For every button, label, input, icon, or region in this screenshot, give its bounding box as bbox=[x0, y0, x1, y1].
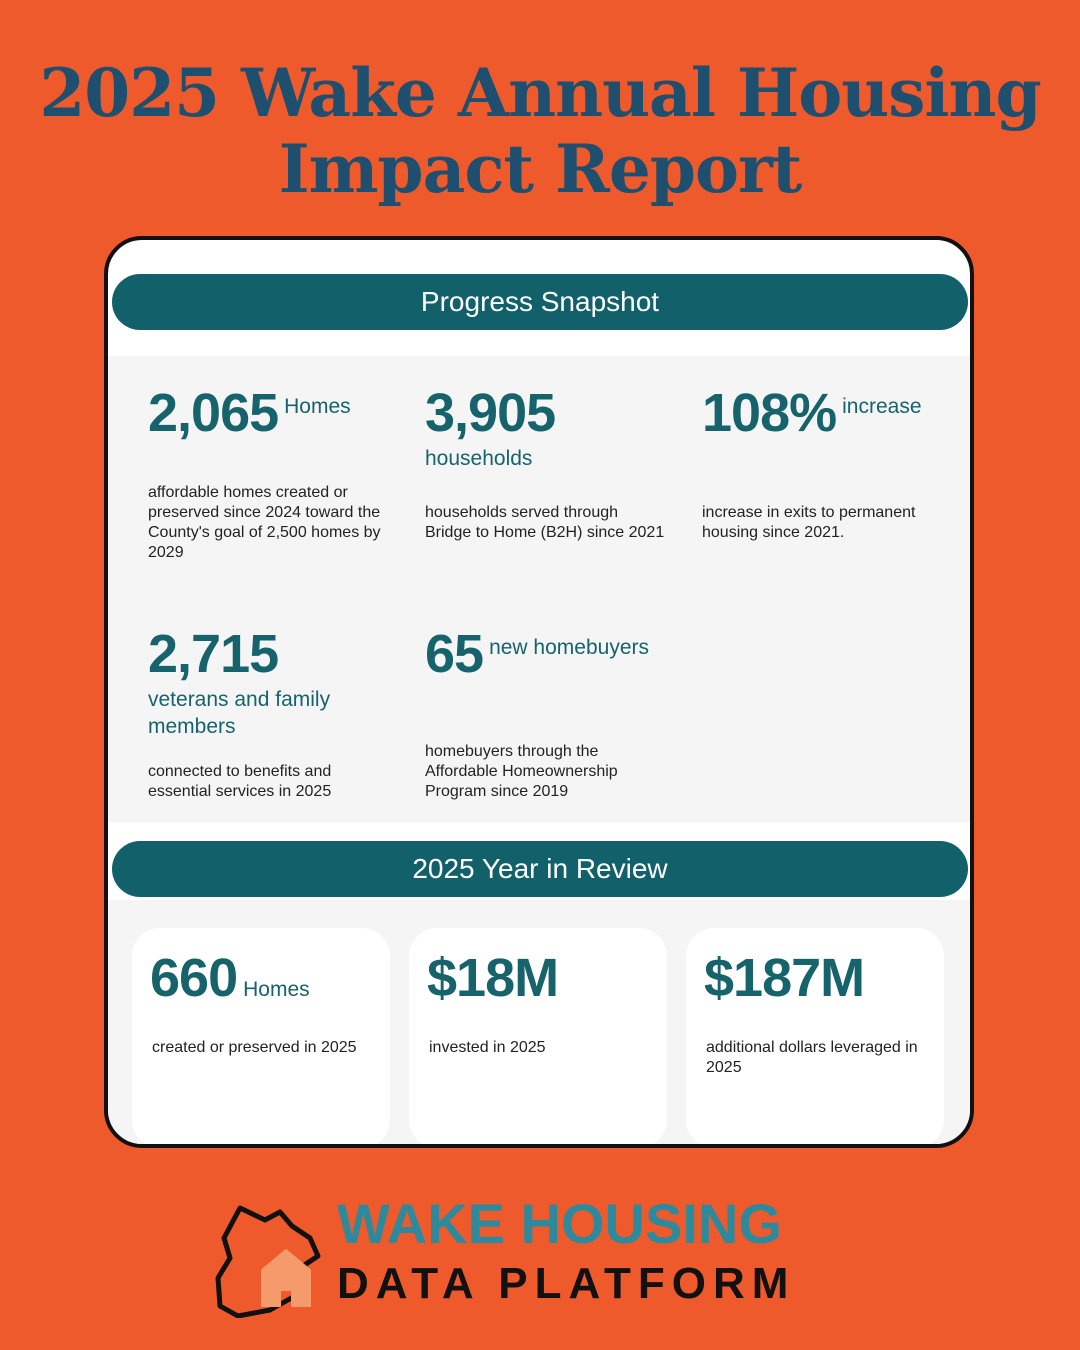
stat-unit: increase bbox=[842, 395, 922, 418]
stat-value: $18M bbox=[427, 948, 559, 1008]
stat-description: homebuyers through the Affordable Homeow… bbox=[425, 743, 618, 800]
stat-description: additional dollars leveraged in 2025 bbox=[706, 1039, 918, 1076]
stat-unit: veterans and family members bbox=[148, 688, 331, 738]
stat-increase: 108% increase increase in exits to perman… bbox=[702, 383, 952, 541]
stat-value: $187M bbox=[704, 948, 865, 1008]
stat-unit: households bbox=[425, 447, 533, 470]
stat-description: households served through Bridge to Home… bbox=[425, 504, 665, 541]
review-tile-homes: 660 Homes created or preserved in 2025 bbox=[132, 928, 390, 1144]
progress-heading: Progress Snapshot bbox=[112, 274, 968, 330]
stat-homebuyers: 65 new homebuyers homebuyers through the … bbox=[425, 624, 685, 800]
stat-homes: 2,065 Homes affordable homes created or p… bbox=[148, 383, 398, 561]
house-county-logo-icon bbox=[215, 1205, 321, 1318]
report-card: Progress Snapshot 2,065 Homes affordable … bbox=[104, 236, 974, 1148]
stat-households: 3,905 households households served throu… bbox=[425, 383, 675, 541]
stat-description: increase in exits to permanent housing s… bbox=[702, 504, 916, 541]
progress-panel bbox=[108, 356, 970, 822]
stat-unit: Homes bbox=[284, 395, 351, 418]
review-heading: 2025 Year in Review bbox=[112, 841, 968, 897]
brand-line-2: DATA PLATFORM bbox=[337, 1259, 796, 1308]
stat-veterans: 2,715 veterans and family members connec… bbox=[148, 624, 398, 800]
stat-description: invested in 2025 bbox=[429, 1039, 546, 1056]
stat-unit: Homes bbox=[243, 978, 310, 1001]
stat-value: 2,715 bbox=[148, 624, 279, 684]
title-line-1: 2025 Wake Annual Housing bbox=[39, 54, 1041, 132]
stat-value-group: 660 Homes bbox=[150, 948, 310, 1020]
review-tile-invested: $18M invested in 2025 bbox=[409, 928, 667, 1144]
stat-description: created or preserved in 2025 bbox=[152, 1039, 357, 1056]
stat-description: affordable homes created or preserved si… bbox=[148, 484, 381, 561]
page-title: 2025 Wake Annual Housing Impact Report bbox=[0, 55, 1080, 207]
stat-value: 660 bbox=[150, 948, 238, 1008]
review-tile-leveraged: $187M additional dollars leveraged in 20… bbox=[686, 928, 944, 1144]
stat-value: 2,065 bbox=[148, 383, 279, 443]
stat-value: 3,905 bbox=[425, 383, 556, 443]
title-line-2: Impact Report bbox=[278, 130, 803, 208]
stat-value: 108% bbox=[702, 383, 837, 443]
stat-value: 65 bbox=[425, 624, 484, 684]
stat-unit: new homebuyers bbox=[489, 636, 649, 659]
brand-line-1: WAKE HOUSING bbox=[337, 1192, 782, 1255]
stat-description: connected to benefits and essential serv… bbox=[148, 763, 332, 800]
